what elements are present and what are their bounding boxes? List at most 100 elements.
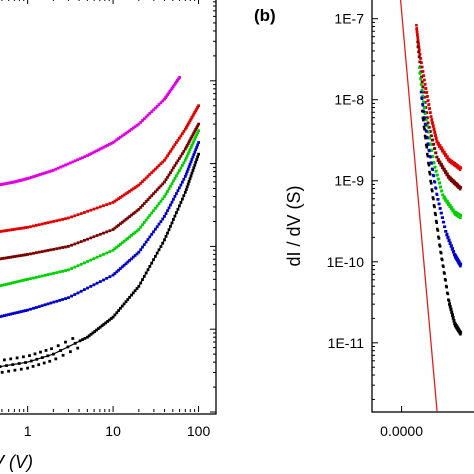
data-point [157, 186, 161, 190]
data-point [109, 317, 113, 320]
data-point [7, 228, 10, 232]
data-point [9, 228, 13, 232]
data-point [426, 143, 430, 146]
data-point [428, 137, 431, 140]
data-point [3, 283, 6, 287]
data-point [418, 48, 421, 51]
data-point [0, 284, 2, 288]
data-point [89, 152, 93, 156]
data-point [169, 203, 172, 207]
data-point [459, 186, 463, 189]
data-point [432, 204, 436, 207]
data-point [457, 186, 460, 189]
data-point [155, 104, 159, 108]
data-point [194, 128, 198, 131]
data-point [197, 104, 200, 108]
data-point [42, 361, 46, 365]
data-point [431, 189, 434, 193]
data-point [13, 280, 17, 284]
data-point [64, 217, 67, 221]
data-point [159, 162, 163, 166]
data-point [128, 295, 131, 299]
data-point [58, 299, 62, 302]
data-point [137, 228, 141, 231]
data-point [443, 150, 446, 154]
data-point [122, 219, 126, 223]
data-point [146, 113, 150, 117]
data-point [55, 299, 59, 303]
data-point [161, 197, 165, 201]
data-point [31, 175, 35, 179]
data-point [426, 116, 429, 120]
data-point [22, 226, 25, 230]
data-point [459, 331, 463, 334]
data-point [438, 160, 442, 164]
data-point [113, 272, 117, 275]
data-point [163, 180, 166, 184]
data-point [3, 229, 6, 233]
data-point [182, 161, 186, 165]
data-point [434, 213, 437, 217]
data-point [429, 130, 432, 133]
data-point [194, 160, 198, 164]
data-point [117, 309, 120, 312]
data-point [146, 238, 150, 241]
data-point [11, 281, 15, 285]
data-point [120, 265, 124, 269]
data-point [195, 158, 199, 161]
data-point [119, 242, 122, 246]
data-point [456, 183, 460, 186]
data-point [169, 184, 172, 188]
data-point [71, 160, 75, 164]
data-point [64, 297, 67, 300]
data-point [166, 154, 169, 158]
data-point [179, 201, 183, 204]
data-point [416, 36, 420, 39]
data-point [195, 133, 199, 137]
data-point [92, 283, 96, 287]
data-point [102, 145, 106, 149]
data-point [454, 164, 457, 168]
data-point [189, 160, 193, 164]
data-point [98, 232, 102, 236]
data-point [430, 188, 434, 191]
data-point [457, 167, 460, 170]
data-point [164, 192, 168, 196]
data-point [434, 151, 438, 154]
data-point [450, 159, 454, 163]
data-point [429, 182, 433, 185]
data-point [432, 142, 436, 146]
data-point [141, 204, 144, 207]
data-point [197, 129, 200, 133]
data-point [190, 158, 194, 161]
data-point [128, 259, 131, 262]
data-point [0, 283, 4, 287]
data-point [87, 334, 91, 338]
data-point [131, 232, 135, 236]
data-point [142, 274, 146, 278]
data-point [148, 112, 152, 115]
data-point [449, 176, 452, 179]
data-point [194, 109, 198, 113]
data-point [185, 185, 189, 189]
data-point [139, 181, 143, 185]
data-point [181, 180, 184, 184]
data-point [142, 243, 146, 246]
data-point [89, 285, 93, 288]
data-point [422, 74, 426, 77]
data-point [95, 255, 99, 259]
data-point [184, 145, 188, 149]
data-point [452, 160, 455, 164]
data-point [130, 257, 133, 261]
data-point [423, 117, 426, 120]
data-point [37, 250, 41, 254]
data-point [50, 347, 53, 351]
data-point [139, 120, 143, 124]
data-point [425, 111, 429, 114]
data-point [128, 189, 131, 193]
data-point [181, 197, 184, 201]
data-point [32, 276, 35, 280]
data-point [49, 301, 53, 305]
data-point [455, 163, 458, 166]
